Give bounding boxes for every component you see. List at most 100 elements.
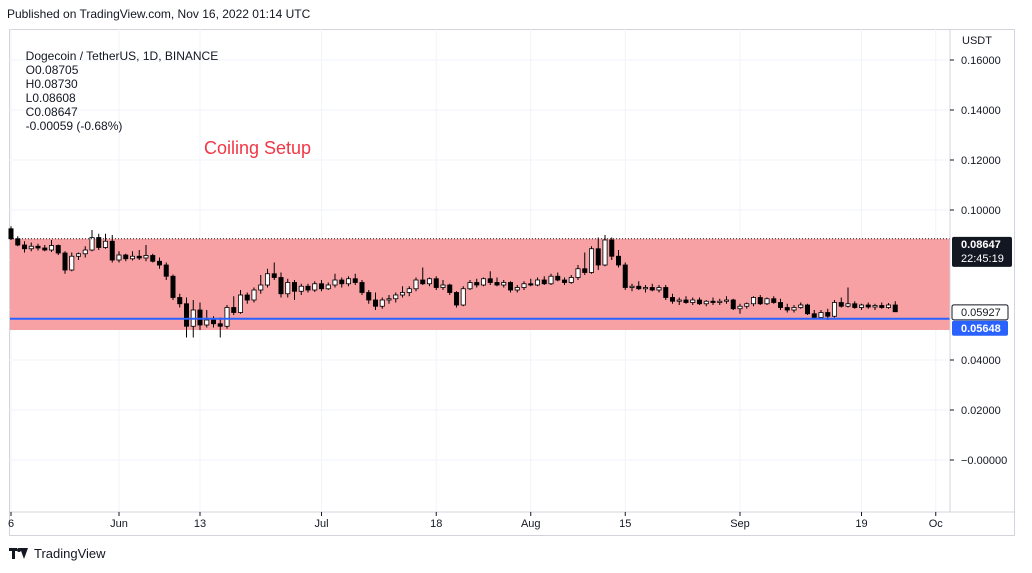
candle-body-75 <box>514 287 520 291</box>
candle-body-110 <box>751 297 757 305</box>
candle-body-55 <box>379 299 385 307</box>
candle-body-68 <box>467 282 473 290</box>
price-tick-label-3: 0.10000 <box>961 205 1001 217</box>
footer-brand[interactable]: TradingView <box>9 546 106 561</box>
coiling-setup-annotation[interactable]: Coiling Setup <box>204 138 311 158</box>
candle-body-24 <box>170 275 176 298</box>
candle-body-106 <box>724 299 730 302</box>
candle-body-124 <box>845 303 851 307</box>
candle-body-7 <box>55 245 61 254</box>
candle-body-125 <box>852 303 858 308</box>
candle-body-90 <box>616 255 622 266</box>
candle-body-46 <box>318 283 324 290</box>
candle-body-3 <box>28 245 34 250</box>
candle-body-31 <box>217 323 223 327</box>
candle-body-14 <box>103 240 109 248</box>
candle-body-2 <box>21 244 27 250</box>
candle-body-11 <box>82 249 88 255</box>
candle-body-67 <box>460 288 466 306</box>
candle-body-70 <box>480 278 486 286</box>
candle-body-112 <box>764 298 770 305</box>
time-tick-label-3: Jul <box>314 518 328 530</box>
candle-body-40 <box>278 277 284 295</box>
candle-body-131 <box>892 304 898 313</box>
price-tick-label-2: 0.12000 <box>961 155 1001 167</box>
candle-body-107 <box>730 299 736 310</box>
currency-label: USDT <box>962 35 992 47</box>
time-axis[interactable]: 6 Jun 13 Jul 18 Aug 15 Sep 19 Oc <box>8 512 943 530</box>
candle-body-13 <box>96 237 102 248</box>
candle-body-30 <box>210 319 216 325</box>
candle-body-37 <box>258 284 264 291</box>
candle-body-84 <box>575 268 581 278</box>
candle-body-18 <box>129 255 135 260</box>
price-tick-label-6: −0.00000 <box>961 455 1007 467</box>
support-price-label: 0.05648 <box>961 323 1001 335</box>
candle-body-87 <box>595 248 601 266</box>
price-axis[interactable]: 0.16000 0.14000 0.12000 0.10000 0.04000 0.020… <box>950 55 1007 467</box>
candle-body-16 <box>116 254 122 261</box>
candle-body-104 <box>710 300 716 303</box>
candle-body-129 <box>879 305 885 308</box>
candle-body-22 <box>156 260 162 266</box>
candle-body-4 <box>35 245 41 249</box>
candle-body-103 <box>703 300 709 305</box>
time-tick-label-2: 13 <box>194 518 206 530</box>
time-tick-label-6: 15 <box>619 518 631 530</box>
symbol-info-line: Dogecoin / TetherUS, 1D, BINANCE O0.0870… <box>19 35 224 133</box>
symbol-name[interactable]: Dogecoin / TetherUS, 1D, BINANCE <box>25 49 219 63</box>
candle-body-64 <box>440 284 446 288</box>
time-tick-label-4: 18 <box>430 518 442 530</box>
tradingview-logo-icon <box>9 548 29 559</box>
candle-body-1 <box>15 238 21 246</box>
price-label-outline: 0.05927 <box>961 307 1001 319</box>
candle-body-83 <box>568 277 574 283</box>
candle-body-60 <box>413 279 419 290</box>
candle-body-36 <box>251 289 257 301</box>
candle-body-53 <box>366 292 372 301</box>
candle-body-6 <box>49 245 55 251</box>
candle-body-41 <box>285 282 291 295</box>
low-value: L0.08608 <box>25 91 76 105</box>
candle-body-26 <box>183 303 189 327</box>
candle-body-79 <box>541 279 547 285</box>
candle-body-52 <box>359 282 365 293</box>
time-tick-label-5: Aug <box>521 518 541 530</box>
candle-body-96 <box>656 287 662 291</box>
candle-body-66 <box>453 292 459 306</box>
candle-body-44 <box>305 285 311 291</box>
candle-body-99 <box>676 299 682 302</box>
candle-body-120 <box>818 312 824 318</box>
candle-body-100 <box>683 299 689 303</box>
candle-body-65 <box>447 284 453 293</box>
candle-body-38 <box>264 273 270 286</box>
candle-body-130 <box>886 304 892 308</box>
candle-body-128 <box>872 305 878 308</box>
candle-body-5 <box>42 247 48 251</box>
candle-body-101 <box>690 299 696 303</box>
time-tick-label-1: Jun <box>110 518 128 530</box>
candle-body-10 <box>76 253 82 257</box>
price-tick-label-1: 0.14000 <box>961 105 1001 117</box>
candle-body-51 <box>352 278 358 283</box>
candle-body-127 <box>865 304 871 308</box>
countdown-label: 22:45:19 <box>961 253 1004 265</box>
candle-body-58 <box>399 292 405 296</box>
candle-body-81 <box>555 275 561 281</box>
candle-body-119 <box>811 313 817 318</box>
brand-name: TradingView <box>34 546 106 561</box>
candle-body-32 <box>224 307 230 327</box>
support-price-label-bg <box>952 320 1008 336</box>
time-tick-label-0: 6 <box>8 518 14 530</box>
candle-body-95 <box>649 287 655 291</box>
coiling-zone[interactable] <box>10 238 950 330</box>
candle-body-94 <box>643 287 649 290</box>
candle-body-118 <box>805 304 811 315</box>
candle-body-56 <box>386 298 392 301</box>
candle-body-80 <box>548 275 554 285</box>
candle-body-73 <box>501 282 507 286</box>
candle-body-20 <box>143 255 149 259</box>
candle-body-126 <box>859 304 865 308</box>
candle-body-74 <box>507 282 513 291</box>
